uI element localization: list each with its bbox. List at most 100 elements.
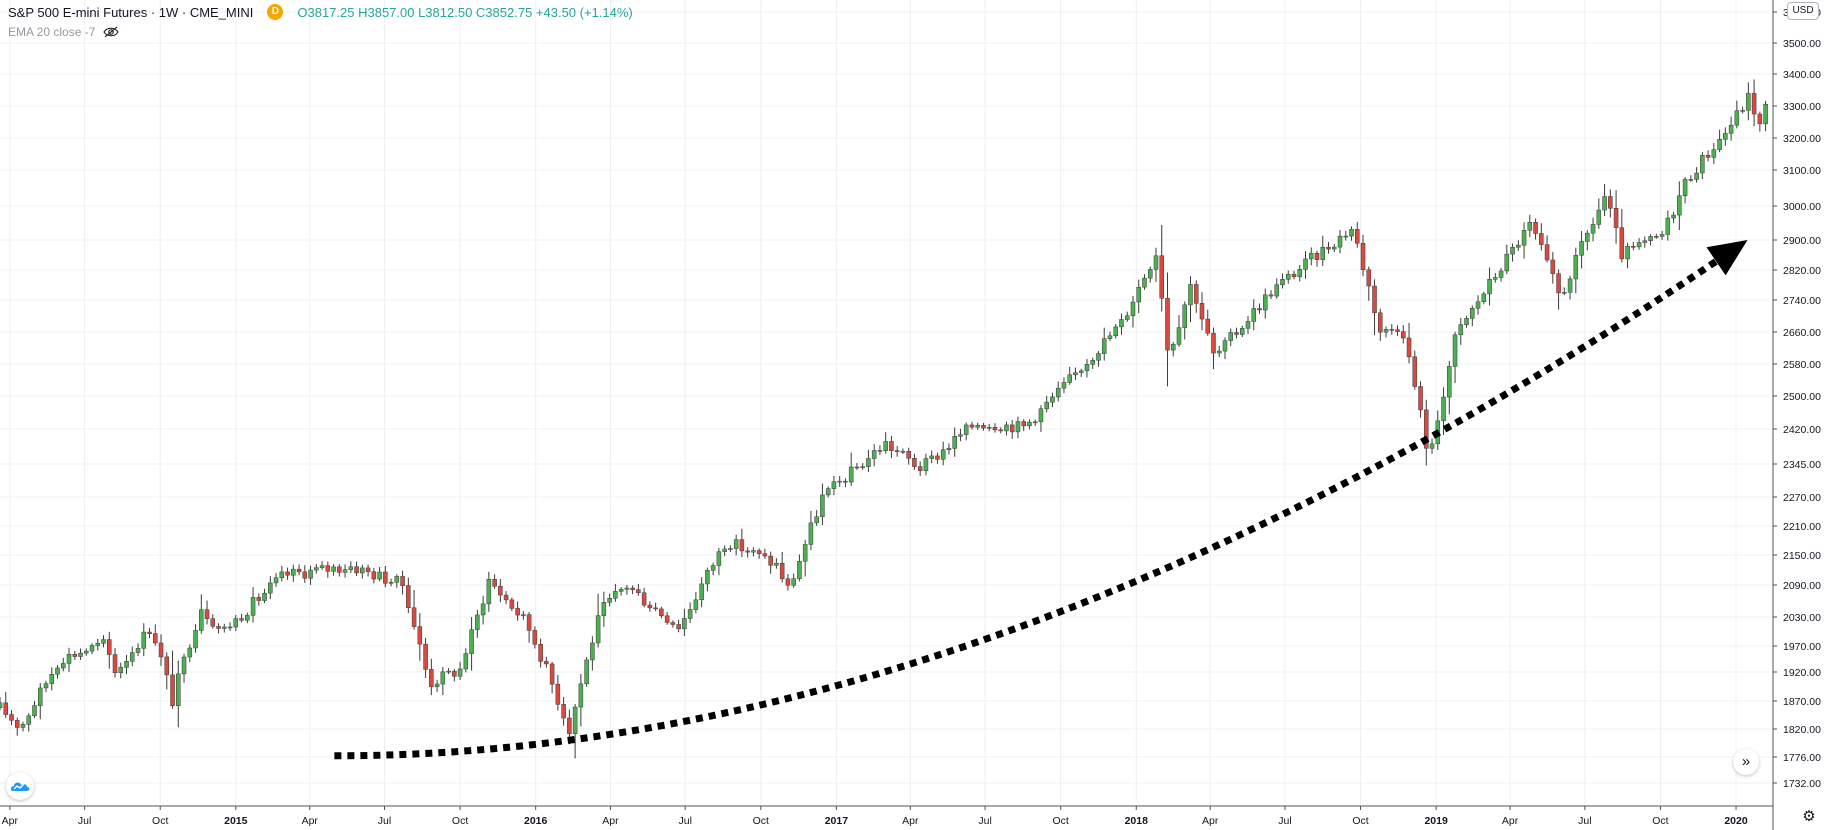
candle-up [360,567,365,574]
candle-up [26,715,32,725]
candle-down [1654,236,1659,238]
candle-up [1067,374,1072,383]
candle-up [1142,277,1147,288]
candle-up [1671,214,1676,219]
candle-up [130,652,135,662]
candle-up [89,645,95,652]
candle-up [607,598,612,603]
candle-up [940,449,946,460]
candle-up [1585,232,1590,242]
candle-up [1498,270,1504,278]
candle-up [181,656,187,675]
candle-up [618,589,624,592]
candle-down [906,451,911,459]
candle-down [998,429,1003,432]
candle-down [1291,273,1297,278]
price-tick-label: 1870.00 [1783,696,1821,708]
candle-up [463,653,469,670]
indicator-legend[interactable]: EMA 20 close -7 [8,25,120,39]
candle-up [1107,335,1113,339]
candle-down [239,618,244,621]
candle-up [1136,286,1141,303]
eye-off-icon[interactable] [103,26,120,38]
time-tick-label: Oct [1352,815,1368,827]
candle-down [1193,284,1199,304]
candle-down [1424,409,1429,449]
tradingview-cloud-icon[interactable] [6,772,34,800]
candle-down [630,587,635,590]
time-tick-label: 2020 [1724,815,1748,827]
candle-down [112,654,118,674]
candle-down [647,604,653,609]
price-tick-label: 1820.00 [1783,724,1821,736]
candle-up [699,583,704,601]
candle-down [1372,285,1377,314]
candle-down [1757,113,1763,125]
candle-up [590,642,595,661]
time-tick-label: Oct [1652,815,1668,827]
symbol-title[interactable]: S&P 500 E-mini Futures · 1W · CME_MINI [8,4,254,20]
candle-up [66,653,72,664]
candle-up [1222,340,1228,352]
gear-icon[interactable]: ⚙ [1802,808,1816,825]
candle-down [1395,329,1400,332]
candle-down [894,450,900,452]
candle-up [1055,387,1061,398]
candle-up [245,615,250,621]
price-tick-label: 2150.00 [1783,550,1821,562]
grid [0,0,1773,806]
candle-up [1636,242,1642,248]
currency-badge[interactable]: USD [1787,2,1819,20]
price-tick-label: 2030.00 [1783,612,1821,624]
candle-up [837,480,842,483]
candle-up [348,566,354,570]
candle-down [843,480,848,483]
price-tick-label: 2660.00 [1783,327,1821,339]
candle-up [446,670,451,673]
candle-down [1021,421,1026,427]
candle-down [1406,337,1412,358]
candle-up [457,668,463,677]
candle-up [831,481,837,489]
candle-down [256,597,262,601]
candle-up [1458,324,1464,336]
candle-down [1355,229,1360,244]
candle-up [440,671,446,685]
price-tick-label: 3100.00 [1783,165,1821,177]
ohlc-values: O3817.25 H3857.00 L3812.50 C3852.75 +43.… [297,4,633,20]
candle-down [429,669,434,687]
candle-up [1746,93,1751,111]
candle-down [9,714,14,721]
candle-down [1705,155,1711,158]
candle-down [1544,244,1550,261]
candle-down [164,656,170,676]
double-chevron-right-icon[interactable]: » [1733,749,1759,775]
candle-down [325,565,331,572]
candle-up [1590,224,1596,234]
candle-up [1464,318,1469,325]
candle-down [981,424,986,429]
candle-up [595,615,601,644]
candle-up [469,629,474,654]
candle-up [1182,304,1188,328]
candle-up [1441,396,1446,422]
time-tick-label: Oct [152,815,168,827]
delayed-data-badge[interactable]: D [267,4,284,20]
candle-down [768,555,773,566]
candle-up [1602,196,1607,211]
candle-up [434,683,440,687]
candle-up [0,702,3,708]
candle-up [687,609,693,619]
price-tick-label: 2090.00 [1783,580,1821,592]
candle-up [1510,247,1515,255]
candle-up [774,562,779,566]
candle-down [1688,179,1694,181]
candle-up [37,687,43,706]
candle-down [72,653,78,657]
candle-down [147,631,152,634]
candle-down [1234,332,1239,335]
candle-up [1562,292,1567,294]
candle-down [158,642,164,658]
